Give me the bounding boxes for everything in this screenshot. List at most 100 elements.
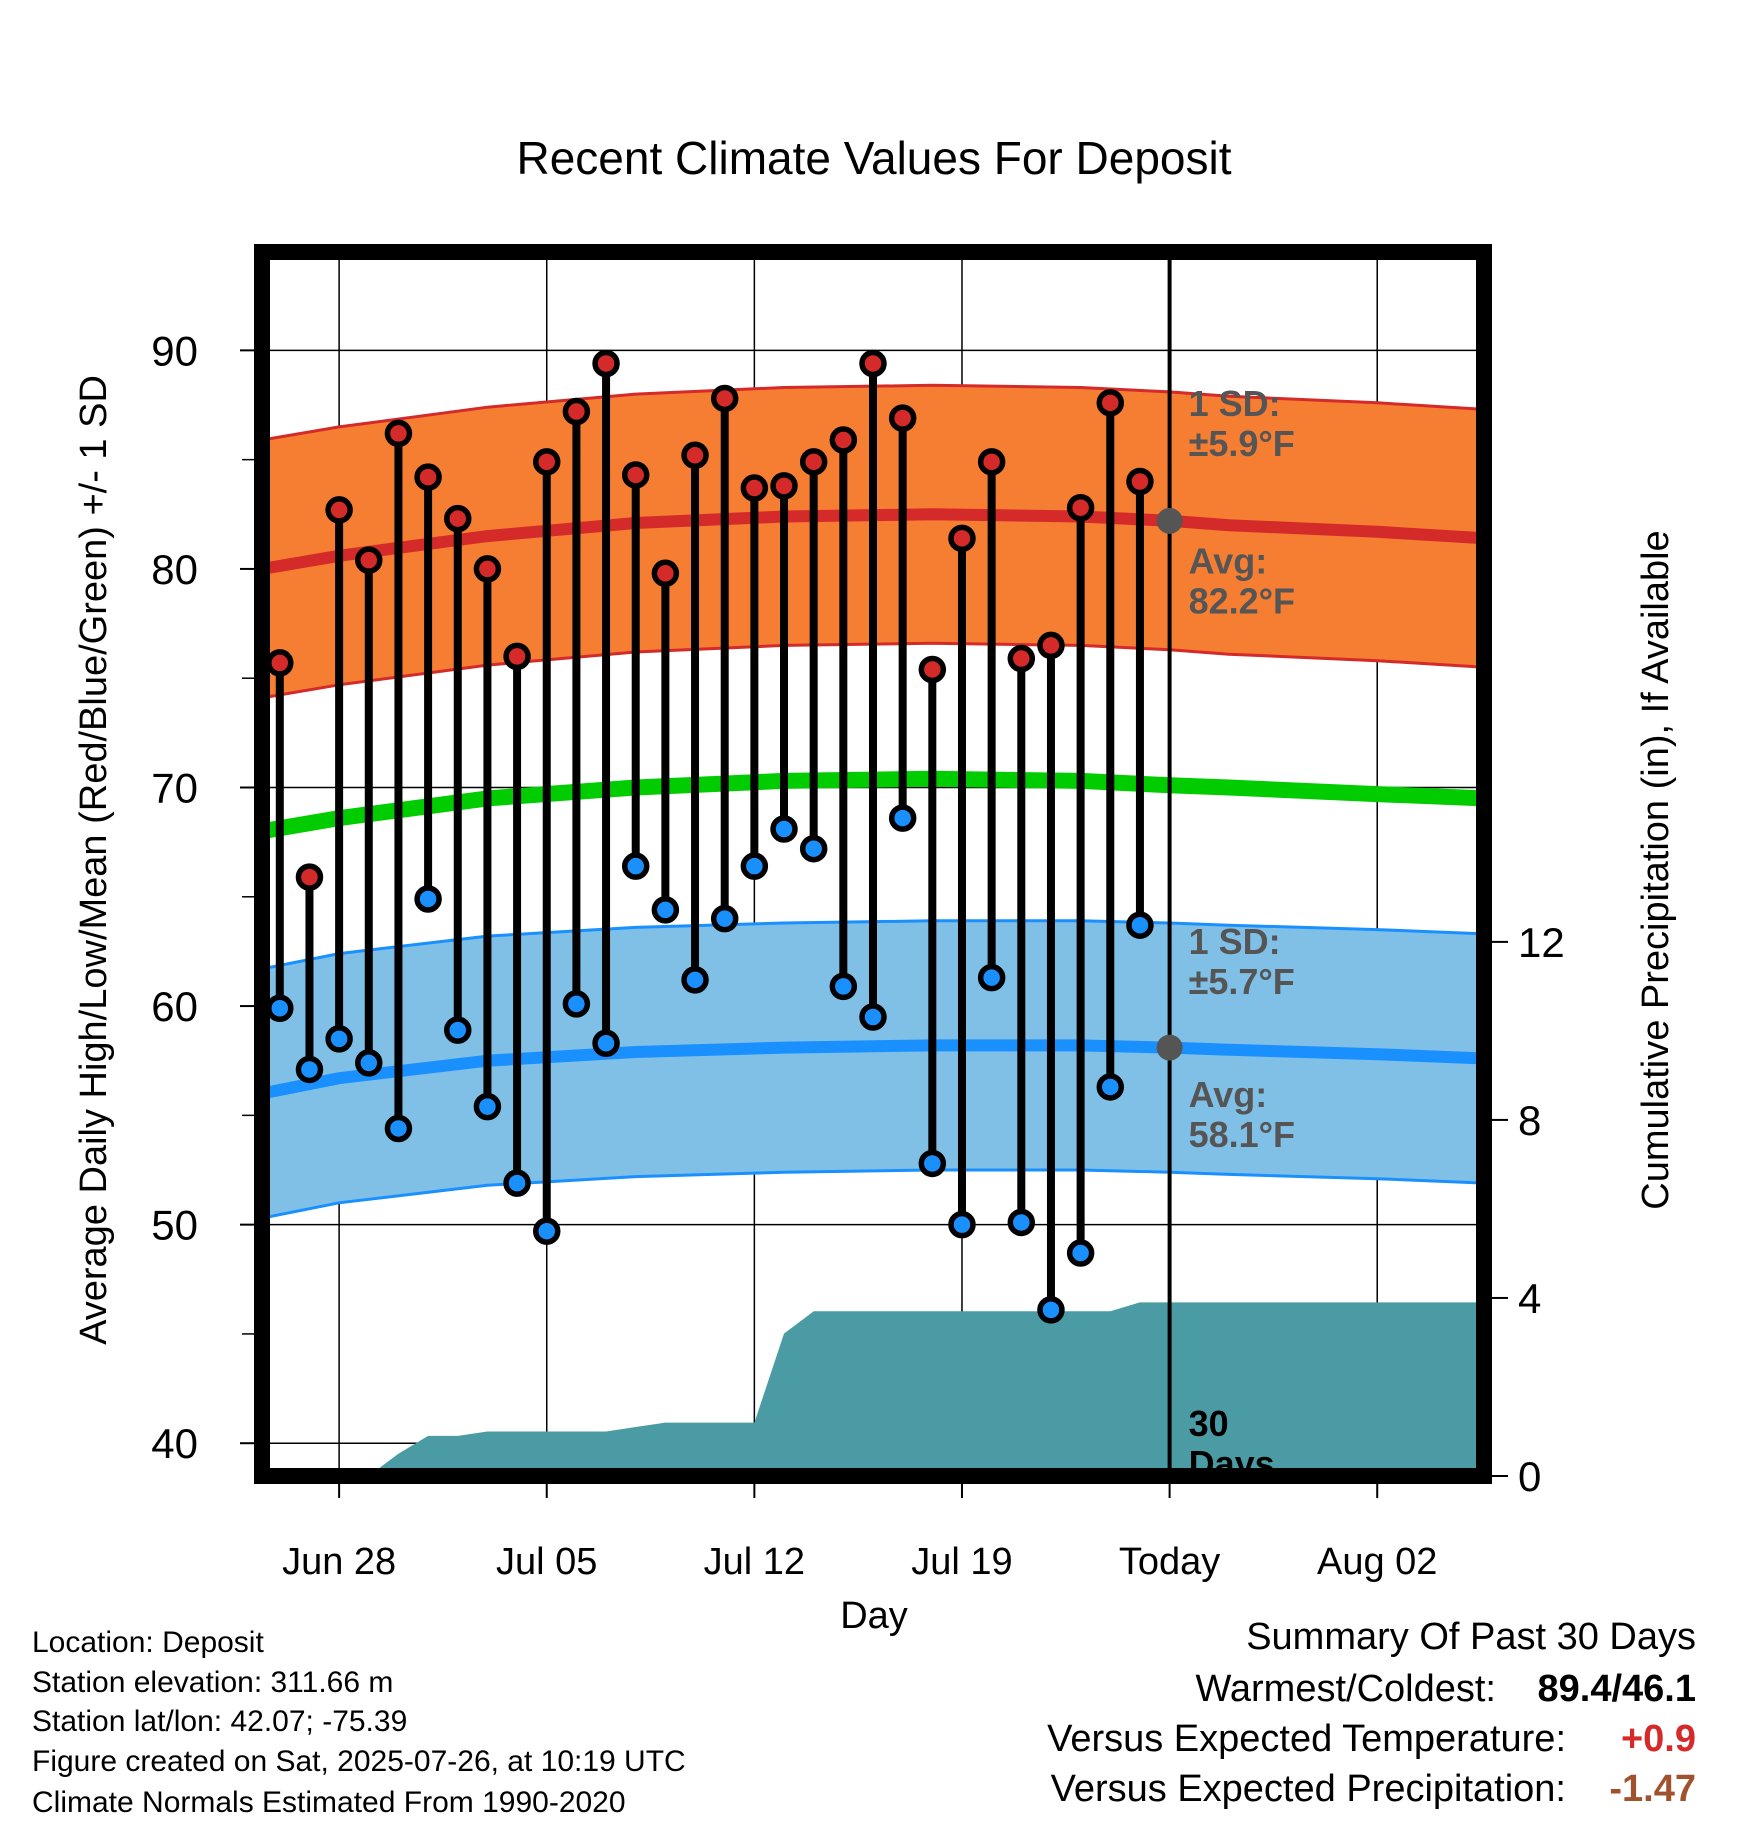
temp-vs-expected-label: Versus Expected Temperature:: [1047, 1718, 1566, 1760]
x-tick-label: Jul 19: [911, 1541, 1012, 1583]
low-sd-annotation: ±5.7°F: [1189, 961, 1295, 1002]
daily-low-point: [592, 1029, 620, 1057]
low-avg-annotation: Avg:: [1189, 1074, 1268, 1115]
daily-stems: [266, 349, 1154, 1324]
daily-high-point: [948, 524, 976, 553]
summary-panel: Summary Of Past 30 Days Warmest/Coldest:…: [900, 1616, 1696, 1816]
daily-low-point: [325, 1025, 353, 1053]
daily-high-point: [740, 474, 769, 502]
daily-high-point: [1096, 389, 1125, 417]
daily-high-point: [444, 504, 472, 533]
daily-low-point: [444, 1016, 472, 1044]
precip-vs-expected-value: -1.47: [1609, 1768, 1696, 1810]
daily-low-point: [266, 994, 294, 1023]
daily-high-point: [562, 397, 591, 426]
daily-low-point: [503, 1169, 531, 1197]
high-sd-lower-line: [262, 641, 1484, 700]
daily-high-point: [829, 426, 858, 454]
daily-high-point: [592, 349, 620, 378]
summary-title: Summary Of Past 30 Days: [1246, 1616, 1696, 1658]
daily-low-point: [918, 1149, 947, 1178]
normals-text: Climate Normals Estimated From 1990-2020: [32, 1786, 626, 1819]
high-avg-annotation: Avg:: [1189, 540, 1268, 581]
daily-low-point: [799, 834, 828, 863]
today-high-normal-dot: [1156, 507, 1183, 534]
daily-low-point: [651, 896, 680, 924]
x-tick-label: Jul 05: [496, 1541, 597, 1583]
daily-high-point: [1007, 644, 1036, 673]
daily-high-point: [799, 448, 828, 476]
x-tick-label: Jul 12: [704, 1541, 805, 1583]
daily-low-point: [414, 885, 442, 913]
today-marker-layer: [1156, 252, 1183, 1476]
y-right-tick-label: 4: [1518, 1275, 1541, 1322]
today-low-normal-dot: [1156, 1034, 1183, 1061]
daily-low-point: [948, 1210, 976, 1239]
daily-low-point: [829, 972, 858, 1001]
daily-high-point: [266, 649, 294, 677]
y-left-tick-label: 40: [151, 1420, 198, 1467]
y-left-tick-label: 70: [151, 765, 198, 812]
daily-high-point: [355, 546, 383, 574]
daily-high-point: [1037, 631, 1065, 660]
daily-high-point: [1066, 493, 1095, 522]
daily-high-point: [621, 461, 650, 489]
y-left-tick-label: 60: [151, 983, 198, 1030]
x-tick-label: Today: [1119, 1541, 1220, 1583]
daily-high-point: [384, 419, 413, 448]
low-sd-annotation: 1 SD:: [1189, 921, 1281, 962]
daily-low-point: [770, 815, 798, 843]
daily-high-point: [770, 472, 798, 500]
daily-low-point: [1037, 1296, 1065, 1324]
created-text: Figure created on Sat, 2025-07-26, at 10…: [32, 1745, 686, 1778]
daily-low-point: [562, 990, 591, 1018]
y-right-tick-label: 12: [1518, 919, 1565, 966]
daily-low-point: [681, 966, 709, 994]
x-tick-label: Jun 28: [282, 1541, 396, 1583]
daily-low-point: [1126, 911, 1154, 939]
warmest-coldest-label: Warmest/Coldest:: [1195, 1668, 1496, 1710]
daily-high-point: [473, 555, 502, 583]
daily-low-point: [384, 1114, 413, 1143]
high-sd-upper-line: [262, 383, 1484, 442]
x-tick-label: Aug 02: [1317, 1541, 1437, 1583]
y-left-tick-label: 50: [151, 1202, 198, 1249]
normal-high-line: [262, 508, 1484, 575]
daily-low-point: [859, 1003, 887, 1031]
daily-low-point: [1007, 1208, 1036, 1237]
daily-low-point: [888, 804, 917, 832]
daily-low-point: [977, 963, 1006, 992]
daily-low-point: [1096, 1073, 1125, 1101]
precip-vs-expected-label: Versus Expected Precipitation:: [1050, 1768, 1566, 1810]
high-sd-annotation: 1 SD:: [1189, 383, 1281, 424]
y-axis-left-label: Average Daily High/Low/Mean (Red/Blue/Gr…: [73, 375, 115, 1345]
precip-area-layer: [262, 1302, 1484, 1476]
daily-low-point: [473, 1092, 502, 1121]
daily-high-point: [503, 642, 531, 671]
y-right-tick-label: 8: [1518, 1097, 1541, 1144]
latlon-text: Station lat/lon: 42.07; -75.39: [32, 1705, 408, 1738]
daily-high-point: [295, 863, 324, 891]
daily-high-point: [532, 448, 561, 476]
daily-high-point: [859, 349, 887, 378]
daily-high-point: [977, 448, 1006, 476]
y-left-tick-label: 80: [151, 546, 198, 593]
daily-low-point: [710, 904, 739, 933]
cumulative-precip-area: [262, 1302, 1484, 1476]
daily-low-point: [355, 1049, 383, 1077]
daily-high-point: [651, 559, 680, 588]
location-text: Location: Deposit: [32, 1626, 264, 1659]
y-axis-right-label: Cumulative Precipitation (in), If Availa…: [1635, 530, 1677, 1209]
chart-title: Recent Climate Values For Deposit: [517, 132, 1232, 184]
warmest-coldest-value: 89.4/46.1: [1537, 1668, 1696, 1710]
low-avg-annotation: 58.1°F: [1189, 1114, 1295, 1155]
y-right-tick-label: 0: [1518, 1453, 1541, 1500]
high-sd-annotation: ±5.9°F: [1189, 423, 1295, 464]
daily-high-point: [681, 441, 709, 470]
high-avg-annotation: 82.2°F: [1189, 580, 1295, 621]
daily-high-point: [325, 496, 353, 524]
daily-low-point: [1066, 1239, 1095, 1267]
x-axis-label: Day: [840, 1595, 908, 1637]
